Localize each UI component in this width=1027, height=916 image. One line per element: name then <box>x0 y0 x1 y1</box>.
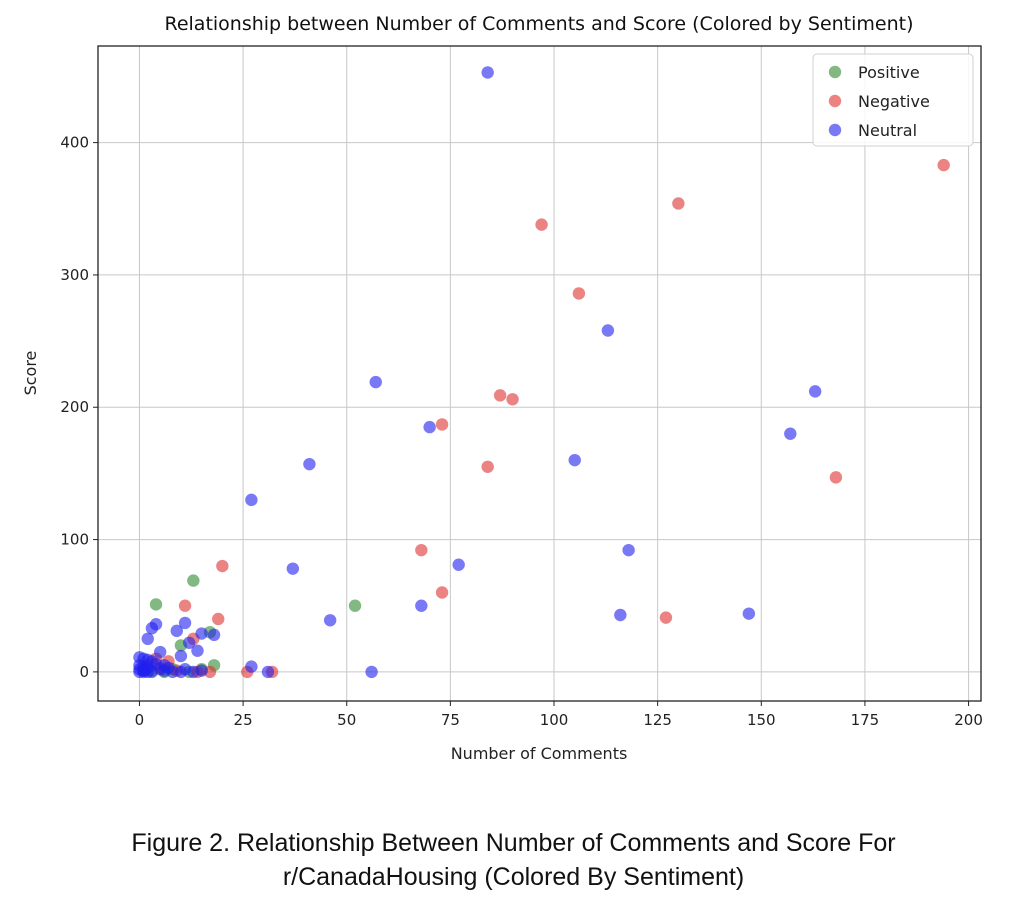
data-point-neutral <box>145 622 159 635</box>
data-point-neutral <box>178 616 192 630</box>
y-tick-label: 100 <box>60 531 89 549</box>
data-point-neutral <box>137 665 150 679</box>
data-point-negative <box>435 418 449 431</box>
x-tick-label: 125 <box>643 711 672 729</box>
legend-label-neutral: Neutral <box>858 121 917 140</box>
data-point-neutral <box>245 493 258 507</box>
legend-label-negative: Negative <box>858 92 930 111</box>
y-tick-label: 0 <box>79 663 89 681</box>
x-tick-label: 25 <box>234 711 253 729</box>
legend: Positive Negative Neutral <box>812 53 974 147</box>
legend-marker-negative <box>828 94 842 108</box>
data-point-neutral <box>178 663 192 676</box>
y-tick-label: 300 <box>60 266 89 284</box>
data-point-negative <box>216 559 229 573</box>
data-point-negative <box>659 611 673 624</box>
data-point-neutral <box>261 665 275 679</box>
data-point-neutral <box>452 558 465 571</box>
data-point-negative <box>506 393 519 406</box>
data-point-neutral <box>170 624 183 638</box>
data-point-negative <box>415 543 428 557</box>
data-point-neutral <box>174 649 188 663</box>
data-point-neutral <box>183 636 196 649</box>
y-tick-label: 400 <box>60 134 89 152</box>
data-point-positive <box>149 598 163 611</box>
data-point-neutral <box>153 645 167 659</box>
data-points <box>133 66 950 679</box>
data-point-negative <box>435 586 449 599</box>
data-point-neutral <box>195 664 208 677</box>
data-point-neutral <box>365 665 378 679</box>
data-point-neutral <box>303 457 316 471</box>
data-point-negative <box>535 218 548 231</box>
data-point-neutral <box>568 453 581 467</box>
scatter-chart: Relationship between Number of Comments … <box>21 13 983 763</box>
x-tick-label: 175 <box>851 711 880 729</box>
x-tick-label: 50 <box>337 711 356 729</box>
data-point-negative <box>937 158 950 172</box>
y-tick-label: 200 <box>60 398 89 416</box>
plot-frame <box>97 45 982 702</box>
figure-caption: Figure 2. Relationship Between Number of… <box>0 826 1027 894</box>
data-point-neutral <box>207 628 221 642</box>
x-tick-label: 200 <box>954 711 983 729</box>
y-axis-label: Score <box>21 351 40 396</box>
data-point-negative <box>572 287 586 300</box>
x-tick-label: 150 <box>747 711 776 729</box>
data-point-neutral <box>601 324 615 337</box>
x-axis-label: Number of Comments <box>451 744 628 763</box>
data-point-negative <box>829 471 843 484</box>
data-point-neutral <box>141 632 154 646</box>
data-point-positive <box>348 599 362 612</box>
caption-line-1: Figure 2. Relationship Between Number of… <box>131 829 896 857</box>
data-point-neutral <box>286 562 300 575</box>
data-point-neutral <box>195 627 208 640</box>
x-tick-label: 75 <box>441 711 460 729</box>
legend-box <box>812 53 974 147</box>
data-point-neutral <box>415 599 428 612</box>
data-point-neutral <box>742 607 756 620</box>
data-point-neutral <box>784 427 797 440</box>
caption-line-2: r/CanadaHousing (Colored By Sentiment) <box>282 863 745 891</box>
data-point-negative <box>493 389 507 402</box>
x-tick-label: 0 <box>135 711 145 729</box>
chart-title: Relationship between Number of Comments … <box>164 13 913 35</box>
data-point-neutral <box>481 66 494 79</box>
x-tick-label: 100 <box>540 711 569 729</box>
legend-label-positive: Positive <box>858 63 920 82</box>
data-point-neutral <box>369 375 382 389</box>
data-point-neutral <box>808 385 822 398</box>
data-point-negative <box>212 612 225 626</box>
data-point-neutral <box>191 644 204 657</box>
data-point-positive <box>187 574 200 587</box>
legend-marker-positive <box>828 65 842 79</box>
data-point-neutral <box>423 420 436 434</box>
data-point-negative <box>178 599 192 612</box>
data-point-neutral <box>622 543 635 557</box>
data-point-neutral <box>614 608 627 622</box>
data-point-neutral <box>245 660 258 673</box>
data-point-negative <box>672 197 685 210</box>
data-point-negative <box>481 460 494 473</box>
data-point-neutral <box>158 664 171 677</box>
legend-marker-neutral <box>828 123 842 137</box>
axis-ticks: 0 25 50 75 100 125 150 175 200 0 100 200 300 400 <box>60 134 983 729</box>
data-point-neutral <box>323 614 337 627</box>
